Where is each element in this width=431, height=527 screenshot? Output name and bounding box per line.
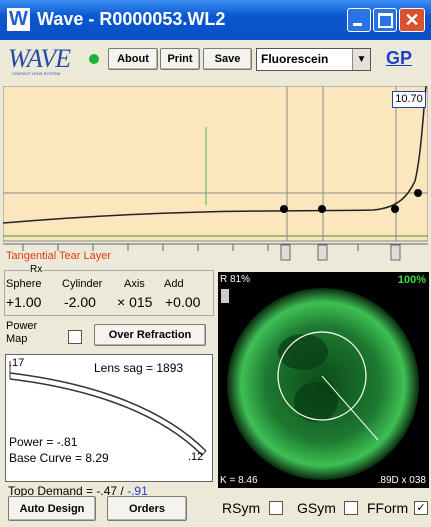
close-button[interactable]: ✕ <box>399 8 425 32</box>
rx-header: Axis <box>124 278 145 290</box>
lens-base-curve: Base Curve = 8.29 <box>9 451 109 465</box>
window-title: Wave - R0000053.WL2 <box>37 9 225 30</box>
topography-map: R 81% 100% K = 8.46 .89D x 038 <box>218 272 429 488</box>
app-icon: W <box>7 8 30 31</box>
map-bottom-left: K = 8.46 <box>220 475 258 486</box>
maximize-button[interactable] <box>373 8 397 32</box>
spinners[interactable] <box>281 245 400 260</box>
map-top-left: R 81% <box>220 274 250 285</box>
minimize-button[interactable] <box>347 8 371 32</box>
rx-header: Cylinder <box>62 278 102 290</box>
map-bottom-right: .89D x 038 <box>378 475 426 486</box>
control-point[interactable] <box>280 205 288 213</box>
rx-header: Add <box>164 278 184 290</box>
print-button[interactable]: Print <box>160 48 200 70</box>
rx-value: +1.00 <box>6 294 41 310</box>
gsym-label: GSym <box>297 500 336 516</box>
gsym-checkbox[interactable] <box>344 501 358 515</box>
map-top-right: 100% <box>398 274 426 286</box>
control-point[interactable] <box>414 189 422 197</box>
logo: WAVE <box>8 44 70 74</box>
control-point[interactable] <box>391 205 399 213</box>
tear-layer-graph <box>3 86 428 261</box>
control-point[interactable] <box>318 205 326 213</box>
logo-tagline: CONTACT LENS SYSTEM <box>12 71 60 76</box>
value-box: 10.70 <box>392 91 426 108</box>
map-graphic <box>218 272 429 488</box>
rsym-checkbox[interactable] <box>269 501 283 515</box>
dropdown-value: Fluorescein <box>261 52 328 66</box>
graph-label: Tangential Tear Layer <box>6 250 111 262</box>
save-button[interactable]: Save <box>203 48 252 70</box>
rx-title: Rx <box>30 264 42 275</box>
dropdown[interactable]: Fluorescein ▼ <box>256 48 371 71</box>
fform-checkbox[interactable]: ✓ <box>414 501 428 515</box>
orders-button[interactable]: Orders <box>107 496 187 521</box>
fform-label: FForm <box>367 500 408 516</box>
rsym-label: RSym <box>222 500 260 516</box>
over-refraction-button[interactable]: Over Refraction <box>94 324 206 346</box>
dropdown-arrow: ▼ <box>352 49 370 70</box>
power-map-checkbox[interactable] <box>68 330 82 344</box>
app-window: W Wave - R0000053.WL2 ✕ WAVE CONTACT LEN… <box>0 0 431 527</box>
lens-left-edge: .17 <box>9 357 24 369</box>
lens-panel: .17 Lens sag = 1893 Power = -.81 Base Cu… <box>5 354 213 482</box>
lens-right-edge: .12 <box>188 451 203 463</box>
rx-value: -2.00 <box>64 294 96 310</box>
auto-design-button[interactable]: Auto Design <box>8 496 96 521</box>
rx-value: × 015 <box>117 294 152 310</box>
gp-link[interactable]: GP <box>386 48 412 69</box>
rx-value: +0.00 <box>165 294 200 310</box>
rx-header: Sphere <box>6 278 41 290</box>
map-spinner[interactable] <box>221 289 229 303</box>
lens-sag: Lens sag = 1893 <box>94 361 183 375</box>
status-dot <box>89 54 99 64</box>
lens-power: Power = -.81 <box>9 435 77 449</box>
about-button[interactable]: About <box>108 48 158 70</box>
power-map-label: Power Map <box>6 320 46 346</box>
